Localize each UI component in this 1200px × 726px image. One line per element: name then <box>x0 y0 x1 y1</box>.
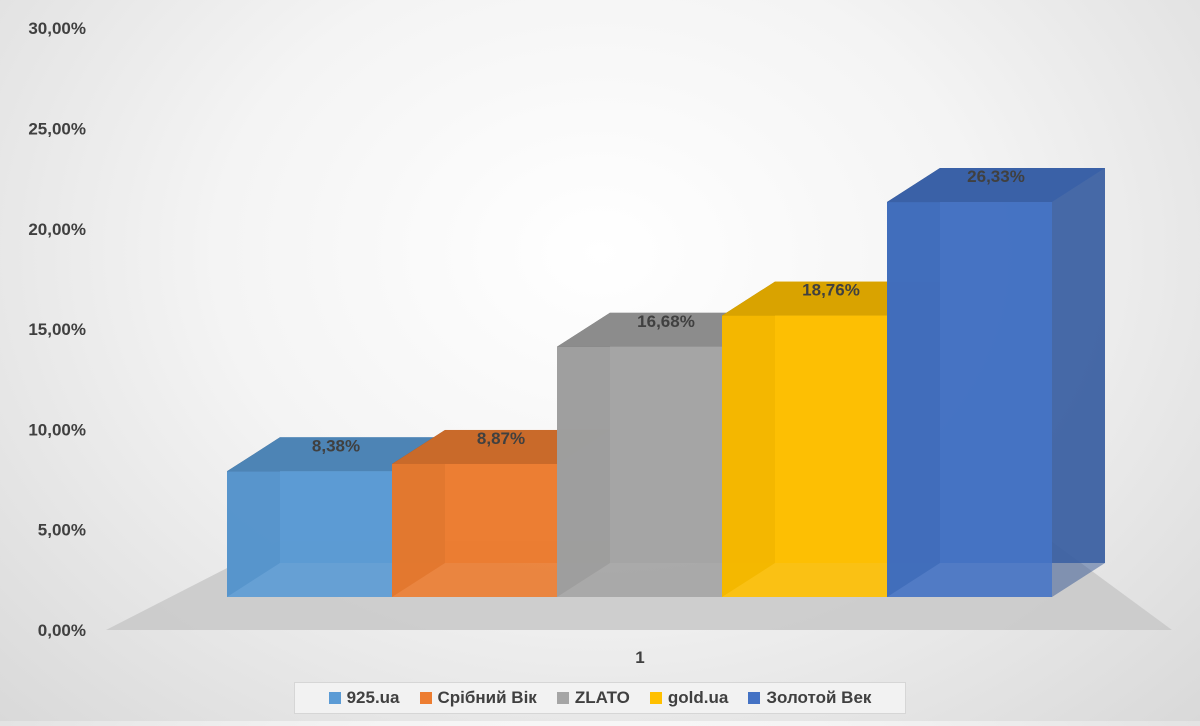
y-tick-label: 0,00% <box>38 621 86 640</box>
data-label: 16,68% <box>637 312 695 331</box>
bar-top <box>887 168 1105 203</box>
bar-right <box>1052 168 1105 598</box>
bar <box>887 202 1052 598</box>
y-tick-label: 20,00% <box>28 220 86 239</box>
y-tick-label: 5,00% <box>38 521 86 540</box>
legend-item: 925.ua <box>328 688 400 708</box>
legend-label: Срібний Вік <box>437 688 537 707</box>
legend-item: Срібний Вік <box>419 688 537 708</box>
bar <box>722 315 887 597</box>
legend-swatch <box>419 692 432 704</box>
data-label: 8,87% <box>477 429 525 448</box>
legend-item: Золотой Век <box>748 688 871 708</box>
legend-label: Золотой Век <box>766 688 872 707</box>
legend-swatch <box>556 692 569 704</box>
bar <box>557 346 722 597</box>
data-label: 26,33% <box>967 167 1025 186</box>
data-label: 8,38% <box>312 436 360 455</box>
y-tick-label: 25,00% <box>28 120 86 139</box>
legend-item: ZLATO <box>556 688 630 708</box>
y-tick-label: 30,00% <box>28 19 86 38</box>
y-tick-label: 15,00% <box>28 320 86 339</box>
legend-label: gold.ua <box>667 688 729 707</box>
legend-item: gold.ua <box>649 688 729 708</box>
legend-swatch <box>748 692 761 704</box>
legend-label: ZLATO <box>574 688 630 707</box>
legend: 925.ua Срібний Вік ZLATO gold.ua Золотой Век <box>294 682 906 714</box>
bar-top <box>392 429 610 464</box>
bar <box>227 471 392 597</box>
bar-top <box>227 437 445 472</box>
bar-top <box>557 312 775 347</box>
legend-swatch <box>649 692 662 704</box>
y-tick-label: 10,00% <box>28 420 86 439</box>
x-tick-label: 1 <box>635 648 644 667</box>
legend-label: 925.ua <box>346 688 400 707</box>
legend-swatch <box>328 692 341 704</box>
bar-top <box>722 281 940 316</box>
bar <box>392 463 557 597</box>
data-label: 18,76% <box>802 281 860 300</box>
